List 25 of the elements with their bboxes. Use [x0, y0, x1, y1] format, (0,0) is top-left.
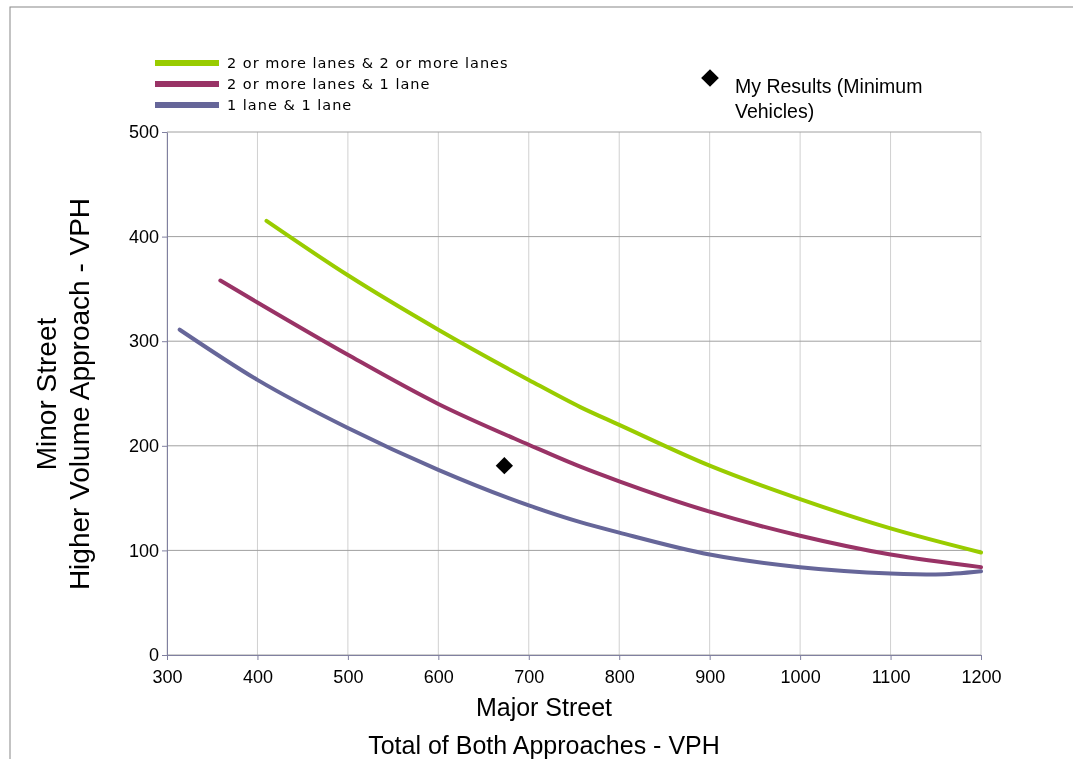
x-tick-label: 1100	[871, 666, 911, 687]
x-tick-label: 300	[152, 666, 183, 687]
x-tick-label: 1000	[780, 666, 821, 687]
x-tick-label: 500	[333, 666, 364, 687]
x-axis-title: Major Street Total of Both Approaches - VPH	[368, 693, 720, 759]
legend-label: 2 or more lanes & 1 lane	[227, 76, 431, 92]
x-tick-label: 1200	[961, 666, 1002, 687]
y-tick-label: 0	[148, 645, 159, 666]
line-series	[177, 327, 983, 577]
line-series	[218, 278, 983, 570]
legend-label: My Results (Minimum Vehicles)	[735, 75, 923, 122]
legend-label: 2 or more lanes & 2 or more lanes	[227, 55, 509, 71]
line-series	[264, 218, 983, 555]
x-tick-label: 800	[604, 666, 635, 687]
x-tick-label: 700	[514, 666, 545, 687]
y-tick-label: 500	[128, 122, 159, 143]
y-tick-label: 200	[128, 436, 159, 457]
y-tick-label: 100	[128, 540, 159, 561]
y-tick-label: 400	[128, 226, 159, 247]
y-axis-title: Minor Street Higher Volume Approach - VPH	[31, 197, 95, 591]
x-tick-label: 900	[695, 666, 726, 687]
y-tick-label: 300	[128, 331, 159, 352]
x-tick-label: 400	[242, 666, 273, 687]
legend-label: 1 lane & 1 lane	[227, 97, 353, 113]
x-tick-label: 600	[423, 666, 454, 687]
